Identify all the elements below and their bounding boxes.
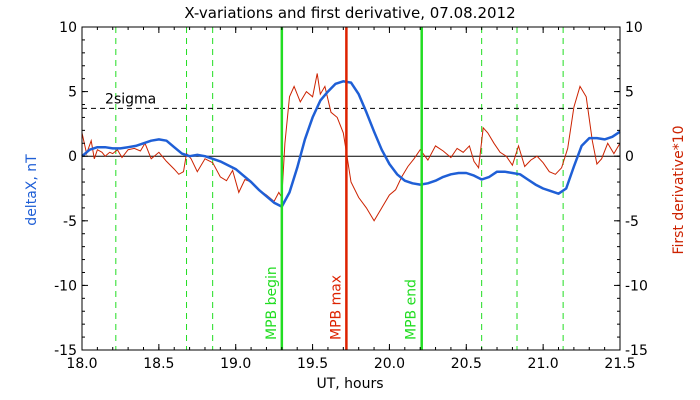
y-tick-label-left: 0 [68, 149, 77, 165]
series-derivative-line [81, 73, 621, 222]
y-tick-label-right: 10 [625, 20, 643, 36]
series-deltax-line [81, 80, 621, 208]
x-tick-label: 20.0 [374, 356, 405, 372]
y-tick-label-right: -15 [625, 343, 648, 359]
y-tick-label-right: -10 [625, 278, 648, 294]
y-axis-label-right: First derivative*10 [671, 125, 687, 254]
y-tick-label-left: -5 [63, 214, 77, 230]
x-tick-label: 21.5 [604, 356, 635, 372]
chart-title: X-variations and first derivative, 07.08… [184, 4, 515, 22]
y-tick-label-right: 5 [625, 85, 634, 101]
y-tick-label-left: 5 [68, 85, 77, 101]
y-axis-label-left: deltaX, nT [24, 154, 40, 226]
y-tick-label-right: 0 [625, 149, 634, 165]
x-tick-label: 21.0 [528, 356, 559, 372]
x-tick-label: 19.5 [297, 356, 328, 372]
y-tick-label-right: -5 [625, 214, 639, 230]
threshold-label: 2sigma [105, 91, 156, 107]
marker-label-mpb-begin: MPB begin [264, 266, 280, 340]
plot-frame [81, 26, 621, 351]
x-tick-label: 20.5 [451, 356, 482, 372]
y-tick-label-left: 10 [59, 20, 77, 36]
x-tick-label: 18.0 [66, 356, 97, 372]
x-tick-label: 18.5 [143, 356, 174, 372]
marker-label-mpb-max: MPB max [328, 275, 344, 340]
x-axis-label: UT, hours [316, 376, 383, 392]
y-tick-label-left: -10 [54, 278, 77, 294]
plot-area: 2sigma MPB begin MPB max MPB end 18.0 18.5 19.… [54, 20, 648, 372]
x-tick-label: 19.0 [220, 356, 251, 372]
y-tick-label-left: -15 [54, 343, 77, 359]
marker-label-mpb-end: MPB end [404, 279, 420, 340]
